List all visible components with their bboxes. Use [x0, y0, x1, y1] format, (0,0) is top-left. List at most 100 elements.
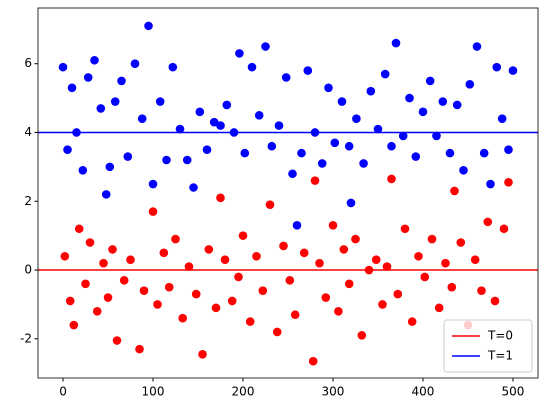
point: [117, 76, 126, 86]
point: [472, 42, 482, 51]
point: [344, 279, 354, 289]
point: [441, 258, 450, 268]
point: [83, 73, 93, 82]
point: [373, 124, 383, 134]
point: [101, 190, 111, 199]
point: [92, 306, 102, 316]
y-tick-label: 4: [24, 125, 32, 139]
point: [285, 276, 295, 285]
point: [328, 221, 338, 230]
point: [148, 179, 158, 189]
point: [330, 138, 340, 148]
point: [407, 317, 417, 326]
point: [168, 62, 178, 72]
x-tick-label: 100: [142, 385, 165, 399]
point: [378, 300, 387, 309]
point: [67, 83, 77, 93]
point: [69, 320, 79, 330]
point: [405, 93, 414, 103]
point: [96, 104, 106, 113]
point: [290, 310, 300, 320]
point: [198, 349, 207, 359]
point: [81, 279, 90, 289]
point: [144, 21, 153, 31]
point: [382, 262, 392, 271]
point: [220, 255, 230, 265]
axes-frame: [37, 7, 539, 379]
x-tick-label: 200: [232, 385, 255, 399]
point: [202, 145, 212, 154]
point: [267, 141, 277, 151]
point: [303, 66, 313, 75]
point: [288, 169, 297, 179]
point: [387, 141, 396, 151]
x-tick-label: 0: [59, 385, 67, 399]
point: [254, 110, 264, 120]
point: [499, 224, 509, 234]
point: [171, 234, 180, 244]
point: [123, 152, 133, 161]
point: [153, 300, 162, 309]
point: [119, 276, 129, 285]
point: [420, 272, 430, 282]
point: [438, 97, 448, 106]
point: [126, 255, 135, 265]
point: [292, 221, 302, 230]
point: [139, 286, 149, 295]
point: [216, 121, 225, 130]
point: [418, 107, 428, 117]
point: [432, 131, 441, 141]
point: [344, 141, 354, 151]
point: [411, 152, 421, 161]
x-tick-label: 400: [412, 385, 435, 399]
point: [130, 59, 140, 69]
point: [346, 198, 356, 208]
point: [209, 117, 219, 127]
point: [189, 183, 198, 192]
point: [339, 245, 349, 254]
point: [380, 69, 390, 79]
point: [297, 148, 306, 158]
point: [393, 289, 403, 299]
point: [258, 286, 268, 295]
point: [425, 76, 435, 86]
point: [85, 238, 95, 247]
point: [60, 251, 70, 261]
point: [459, 166, 468, 175]
point: [483, 217, 493, 227]
point: [447, 282, 457, 292]
point: [445, 148, 455, 158]
point: [204, 245, 214, 254]
point: [351, 234, 360, 244]
legend-label: T=1: [487, 349, 513, 363]
point: [366, 86, 376, 96]
point: [234, 272, 243, 282]
point: [148, 207, 158, 216]
point: [281, 73, 291, 82]
point: [465, 80, 475, 89]
point: [315, 258, 324, 268]
point: [391, 38, 401, 48]
point: [105, 162, 115, 172]
point: [265, 200, 275, 209]
point: [317, 159, 327, 168]
point: [65, 296, 75, 306]
point: [321, 293, 331, 302]
point: [452, 100, 462, 110]
point: [279, 241, 288, 251]
point: [504, 178, 513, 187]
point: [235, 49, 244, 58]
y-tick-label: 6: [24, 56, 32, 70]
point: [155, 97, 165, 106]
point: [137, 114, 147, 124]
point: [103, 293, 113, 302]
point: [352, 114, 361, 124]
point: [178, 313, 188, 323]
point: [477, 286, 486, 295]
point: [310, 176, 320, 185]
point: [191, 289, 201, 299]
point: [497, 114, 507, 124]
point: [261, 42, 270, 51]
point: [90, 55, 99, 65]
point: [175, 124, 185, 134]
